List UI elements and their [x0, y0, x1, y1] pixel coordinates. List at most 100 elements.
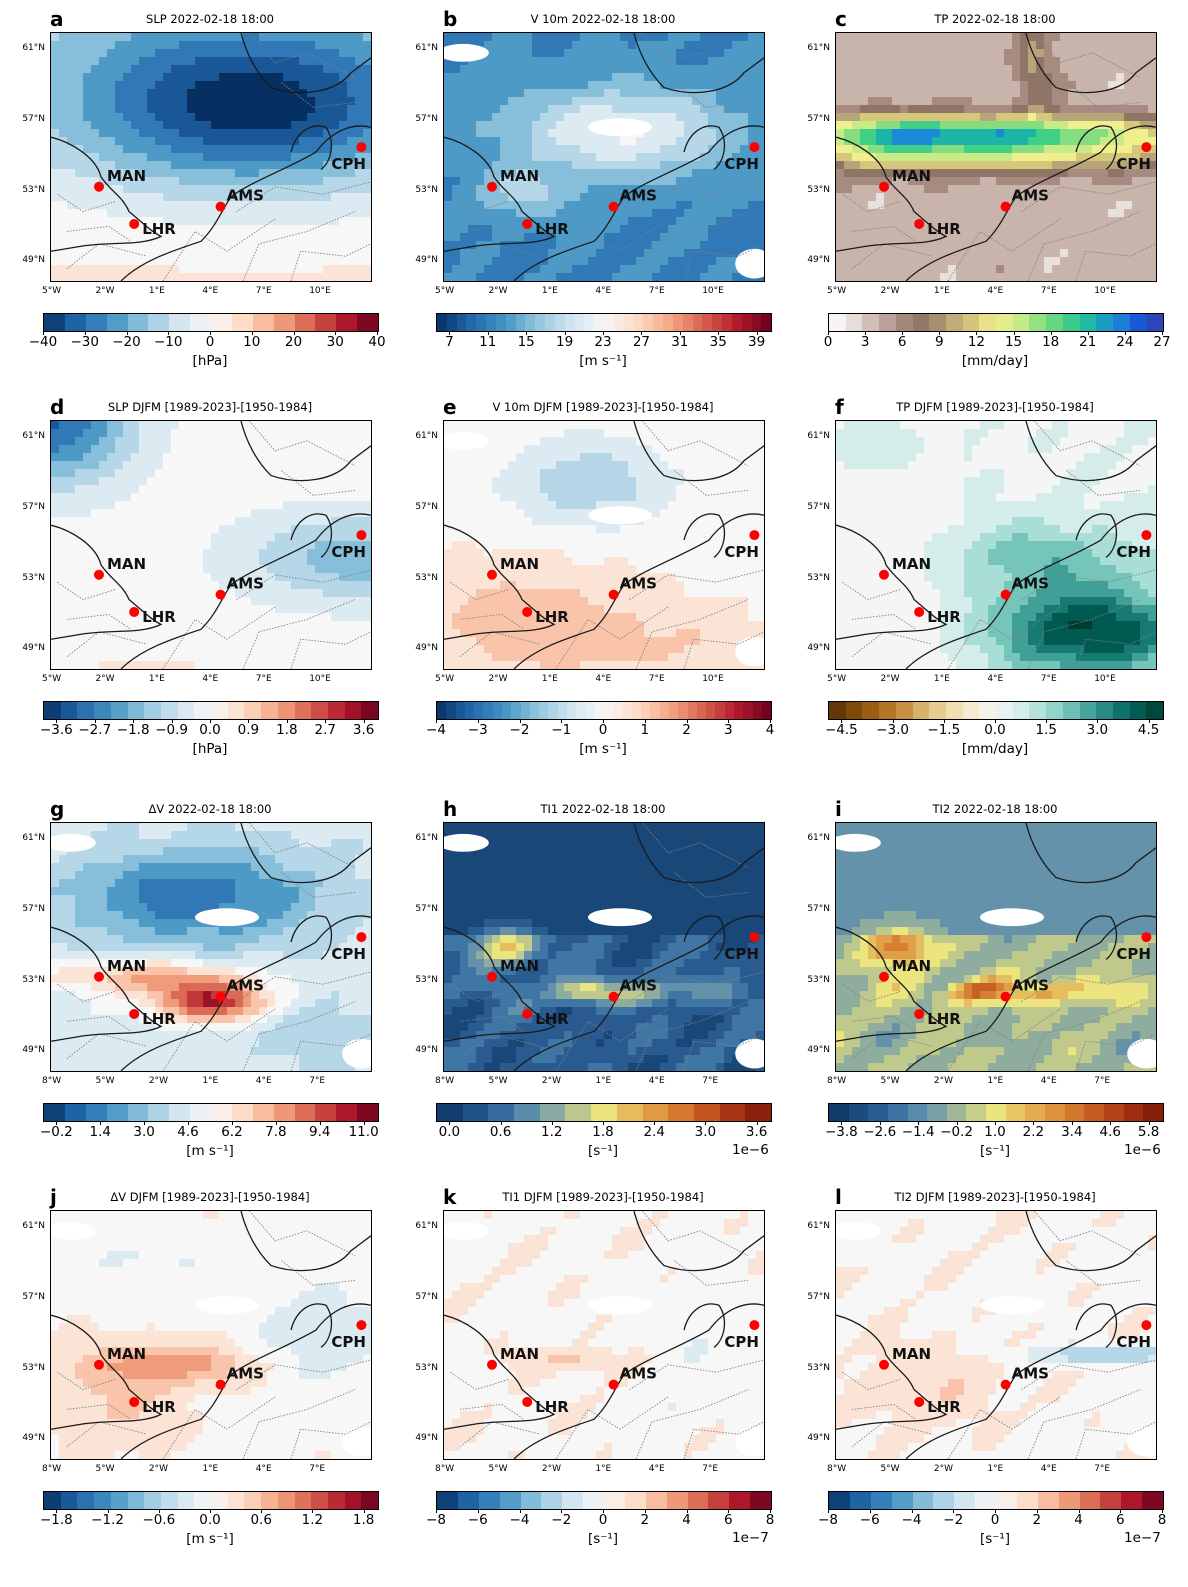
colorbar-tickmark [210, 1509, 211, 1513]
colorbar-tickmark [275, 1121, 277, 1125]
colorbar-segment [946, 1104, 967, 1121]
colorbar-g [43, 1103, 379, 1122]
lon-tick-label: 1°E [595, 1464, 612, 1474]
colorbar-tickmark [644, 719, 646, 723]
colorbar-segment [996, 314, 1013, 331]
colorbar-tickmark [335, 331, 337, 335]
lat-tick-label: 53°N [22, 1362, 45, 1373]
colorbar-segment [483, 702, 493, 719]
map-svg: MAN LHR AMS CPH [444, 823, 764, 1071]
colorbar-tickmark [561, 719, 563, 723]
map-f: MAN LHR AMS CPH [835, 420, 1157, 670]
city-marker-ams [215, 1379, 226, 1390]
colorbar-tick-label: −4.5 [824, 722, 858, 738]
colorbar-label: [hPa] [192, 741, 228, 757]
city-label-lhr: LHR [535, 1010, 569, 1028]
colorbar-segment [344, 702, 362, 719]
colorbar-tickmark [363, 1509, 365, 1513]
colorbar-tickmark [718, 331, 720, 335]
colorbar-tick-label: 1.2 [301, 1512, 324, 1528]
lon-tick-label: 5°W [827, 674, 847, 684]
city-marker-man [94, 1359, 104, 1370]
colorbar-segment [975, 1492, 996, 1509]
panel-letter: l [835, 1185, 842, 1209]
lon-tick-label: 1°E [202, 1076, 219, 1086]
lat-tick-label: 49°N [807, 1433, 830, 1444]
city-label-cph: CPH [331, 155, 366, 173]
colorbar-segment [962, 314, 980, 331]
colorbar-segment [169, 1104, 191, 1121]
lon-tick-label: 2°W [148, 1464, 168, 1474]
colorbar-segment [148, 1104, 170, 1121]
colorbar-segment [231, 314, 253, 331]
colorbar-segment [94, 702, 111, 719]
city-label-ams: AMS [620, 1365, 657, 1383]
city-marker-man [487, 971, 497, 982]
lat-tick-label: 57°N [415, 114, 438, 125]
colorbar-label: [m s⁻¹] [186, 1531, 234, 1547]
city-label-lhr: LHR [927, 1398, 961, 1416]
colorbar-segment [1012, 314, 1030, 331]
city-label-lhr: LHR [142, 608, 176, 626]
colorbar-h [436, 1103, 772, 1122]
panel-letter: b [443, 7, 458, 31]
map-svg: MAN LHR AMS CPH [836, 1211, 1156, 1459]
colorbar-segment [64, 314, 86, 331]
colorbar-segment [750, 1492, 771, 1509]
city-marker-man [879, 971, 889, 982]
colorbar-tickmark [995, 1509, 996, 1513]
city-label-cph: CPH [724, 945, 759, 963]
colorbar-segment [933, 1492, 955, 1509]
lat-tick-label: 61°N [415, 1221, 438, 1232]
colorbar-tick-label: 6 [1115, 1512, 1125, 1528]
colorbar-segment [929, 702, 946, 719]
city-marker-cph [749, 530, 760, 541]
panel-letter: e [443, 395, 457, 419]
lon-tick-label: 4°E [255, 1076, 272, 1086]
map-l: MAN LHR AMS CPH [835, 1210, 1157, 1460]
lon-tick-label: 4°E [1040, 1076, 1057, 1086]
colorbar-tick-label: 12 [967, 334, 986, 350]
colorbar-segment [252, 314, 274, 331]
colorbar-tickmark [879, 1121, 881, 1125]
colorbar-segment [252, 1104, 274, 1121]
lon-tick-label: 10°E [702, 286, 724, 296]
colorbar-tickmark [561, 1509, 563, 1513]
colorbar-tickmark [1162, 331, 1163, 335]
colorbar-segment [631, 702, 642, 719]
colorbar-segment [311, 702, 328, 719]
city-label-man: MAN [500, 167, 539, 185]
colorbar-segment [702, 314, 713, 331]
colorbar-segment [211, 1492, 228, 1509]
colorbar-segment [682, 314, 693, 331]
lon-tick-label: 1°E [202, 1464, 219, 1474]
colorbar-segment [1146, 314, 1163, 331]
lat-tick-label: 49°N [22, 255, 45, 266]
city-marker-cph [1141, 932, 1152, 943]
lon-tick-label: 7°E [255, 674, 272, 684]
colorbar-segment [895, 314, 913, 331]
colorbar-tick-label: 3 [723, 722, 733, 738]
lon-tick-label: 4°E [595, 674, 612, 684]
colorbar-tickmark [1124, 331, 1126, 335]
colorbar-segment [604, 702, 614, 719]
lon-tick-label: 2°W [488, 286, 508, 296]
lon-tick-label: 4°E [202, 674, 219, 684]
panel-title: ΔV DJFM [1989-2023]-[1950-1984] [110, 1190, 310, 1204]
lat-tick-label: 61°N [22, 1221, 45, 1232]
colorbar-tickmark [1097, 719, 1099, 723]
colorbar-segment [687, 702, 697, 719]
colorbar-segment [576, 702, 586, 719]
colorbar-segment [244, 1492, 262, 1509]
map-svg: MAN LHR AMS CPH [444, 33, 764, 281]
colorbar-segment [244, 702, 262, 719]
colorbar-tickmark [377, 331, 378, 335]
colorbar-segment [706, 702, 716, 719]
colorbar-label: [s⁻¹] [587, 1143, 619, 1159]
lat-tick-label: 49°N [22, 643, 45, 654]
colorbar-tick-label: 4 [682, 1512, 691, 1528]
colorbar-segment [44, 702, 61, 719]
lon-tick-label: 8°W [42, 1076, 62, 1086]
lat-tick-label: 61°N [415, 43, 438, 54]
city-label-man: MAN [500, 957, 539, 975]
